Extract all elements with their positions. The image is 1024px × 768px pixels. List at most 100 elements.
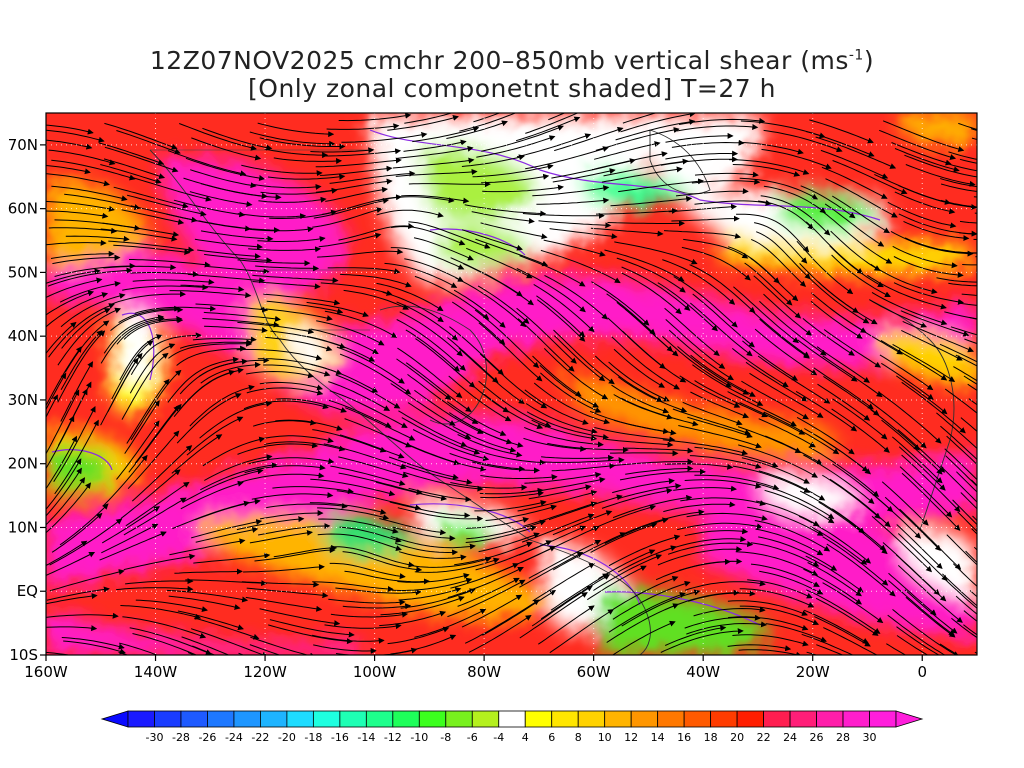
- streamline: [122, 616, 207, 639]
- streamline: [548, 494, 623, 521]
- streamline: [61, 308, 111, 349]
- streamline: [879, 129, 957, 160]
- colorbar-label: 8: [575, 731, 582, 744]
- streamline: [896, 375, 948, 415]
- streamline: [797, 339, 858, 382]
- streamline: [323, 443, 407, 470]
- streamline: [951, 617, 977, 639]
- streamline: [120, 469, 181, 519]
- streamline: [604, 249, 685, 282]
- colorbar-swatch: [604, 710, 632, 728]
- streamline: [823, 375, 880, 416]
- streamline: [814, 434, 872, 475]
- streamline: [601, 166, 683, 183]
- streamline: [817, 383, 871, 421]
- streamline: [252, 274, 339, 284]
- streamline: [727, 391, 797, 427]
- streamline: [457, 434, 523, 458]
- streamline: [345, 407, 416, 441]
- streamline: [956, 471, 977, 493]
- colorbar-swatch: [207, 710, 235, 728]
- streamline: [200, 230, 274, 242]
- streamline: [335, 374, 401, 409]
- streamline: [611, 336, 680, 390]
- streamline: [533, 382, 611, 425]
- streamline: [398, 410, 468, 447]
- streamline: [663, 230, 742, 239]
- colorbar-label: -8: [440, 731, 451, 744]
- streamline: [126, 378, 170, 444]
- colorbar-label: 24: [783, 731, 797, 744]
- streamline: [123, 553, 196, 571]
- streamline: [617, 545, 677, 573]
- lon-tick-label: 100W: [353, 663, 397, 681]
- colorbar-swatch: [127, 710, 155, 728]
- colorbar-label: -10: [410, 731, 428, 744]
- streamline: [100, 164, 162, 184]
- streamline: [447, 337, 499, 384]
- streamline: [622, 330, 687, 383]
- streamline: [176, 393, 242, 444]
- streamline: [805, 555, 864, 593]
- colorbar-label: 10: [598, 731, 612, 744]
- streamline: [615, 119, 696, 141]
- streamline: [614, 241, 698, 265]
- streamline: [474, 499, 547, 512]
- streamline: [192, 645, 216, 655]
- streamline: [969, 590, 977, 598]
- streamline: [832, 195, 890, 234]
- colorbar-label: -6: [467, 731, 478, 744]
- streamline: [102, 454, 148, 507]
- streamline: [446, 401, 507, 436]
- streamline: [940, 178, 977, 188]
- streamline: [624, 308, 673, 352]
- streamline: [953, 366, 977, 382]
- streamline: [689, 455, 762, 469]
- streamline: [824, 203, 885, 247]
- streamline: [831, 408, 890, 453]
- streamline: [100, 316, 165, 364]
- streamline: [741, 457, 810, 484]
- streamline: [275, 398, 347, 413]
- streamline: [195, 526, 259, 543]
- streamline: [54, 419, 99, 495]
- streamline: [465, 525, 537, 543]
- streamline: [820, 149, 889, 179]
- streamline: [610, 195, 693, 207]
- streamline: [449, 326, 504, 376]
- streamline: [255, 265, 320, 272]
- streamline: [167, 356, 239, 403]
- streamline: [258, 523, 331, 536]
- streamline: [733, 286, 799, 344]
- wind-shear-streamlines: [46, 113, 977, 655]
- zero-contour-canada: [369, 129, 881, 221]
- streamline: [408, 181, 491, 188]
- streamline: [237, 442, 319, 455]
- streamline: [731, 348, 789, 388]
- streamline: [593, 141, 661, 160]
- streamline: [899, 508, 962, 570]
- streamline: [325, 186, 388, 202]
- streamline: [166, 589, 249, 603]
- streamline: [266, 300, 344, 315]
- streamline: [104, 122, 178, 150]
- lon-tick-label: 160W: [24, 663, 68, 681]
- streamline: [759, 318, 810, 359]
- streamline: [948, 163, 977, 172]
- streamline: [46, 593, 98, 605]
- streamline: [398, 551, 467, 561]
- streamline: [264, 441, 346, 452]
- streamline: [46, 239, 107, 246]
- streamline: [245, 596, 323, 612]
- streamline: [531, 419, 598, 441]
- streamline: [739, 588, 815, 608]
- streamline: [119, 334, 163, 381]
- streamline: [896, 635, 929, 655]
- streamline: [886, 643, 907, 655]
- streamline: [249, 644, 281, 655]
- colorbar-swatch: [154, 710, 182, 728]
- streamline: [870, 492, 922, 539]
- green-region-brazil: [600, 589, 768, 655]
- streamline: [747, 579, 813, 599]
- streamline: [250, 636, 316, 655]
